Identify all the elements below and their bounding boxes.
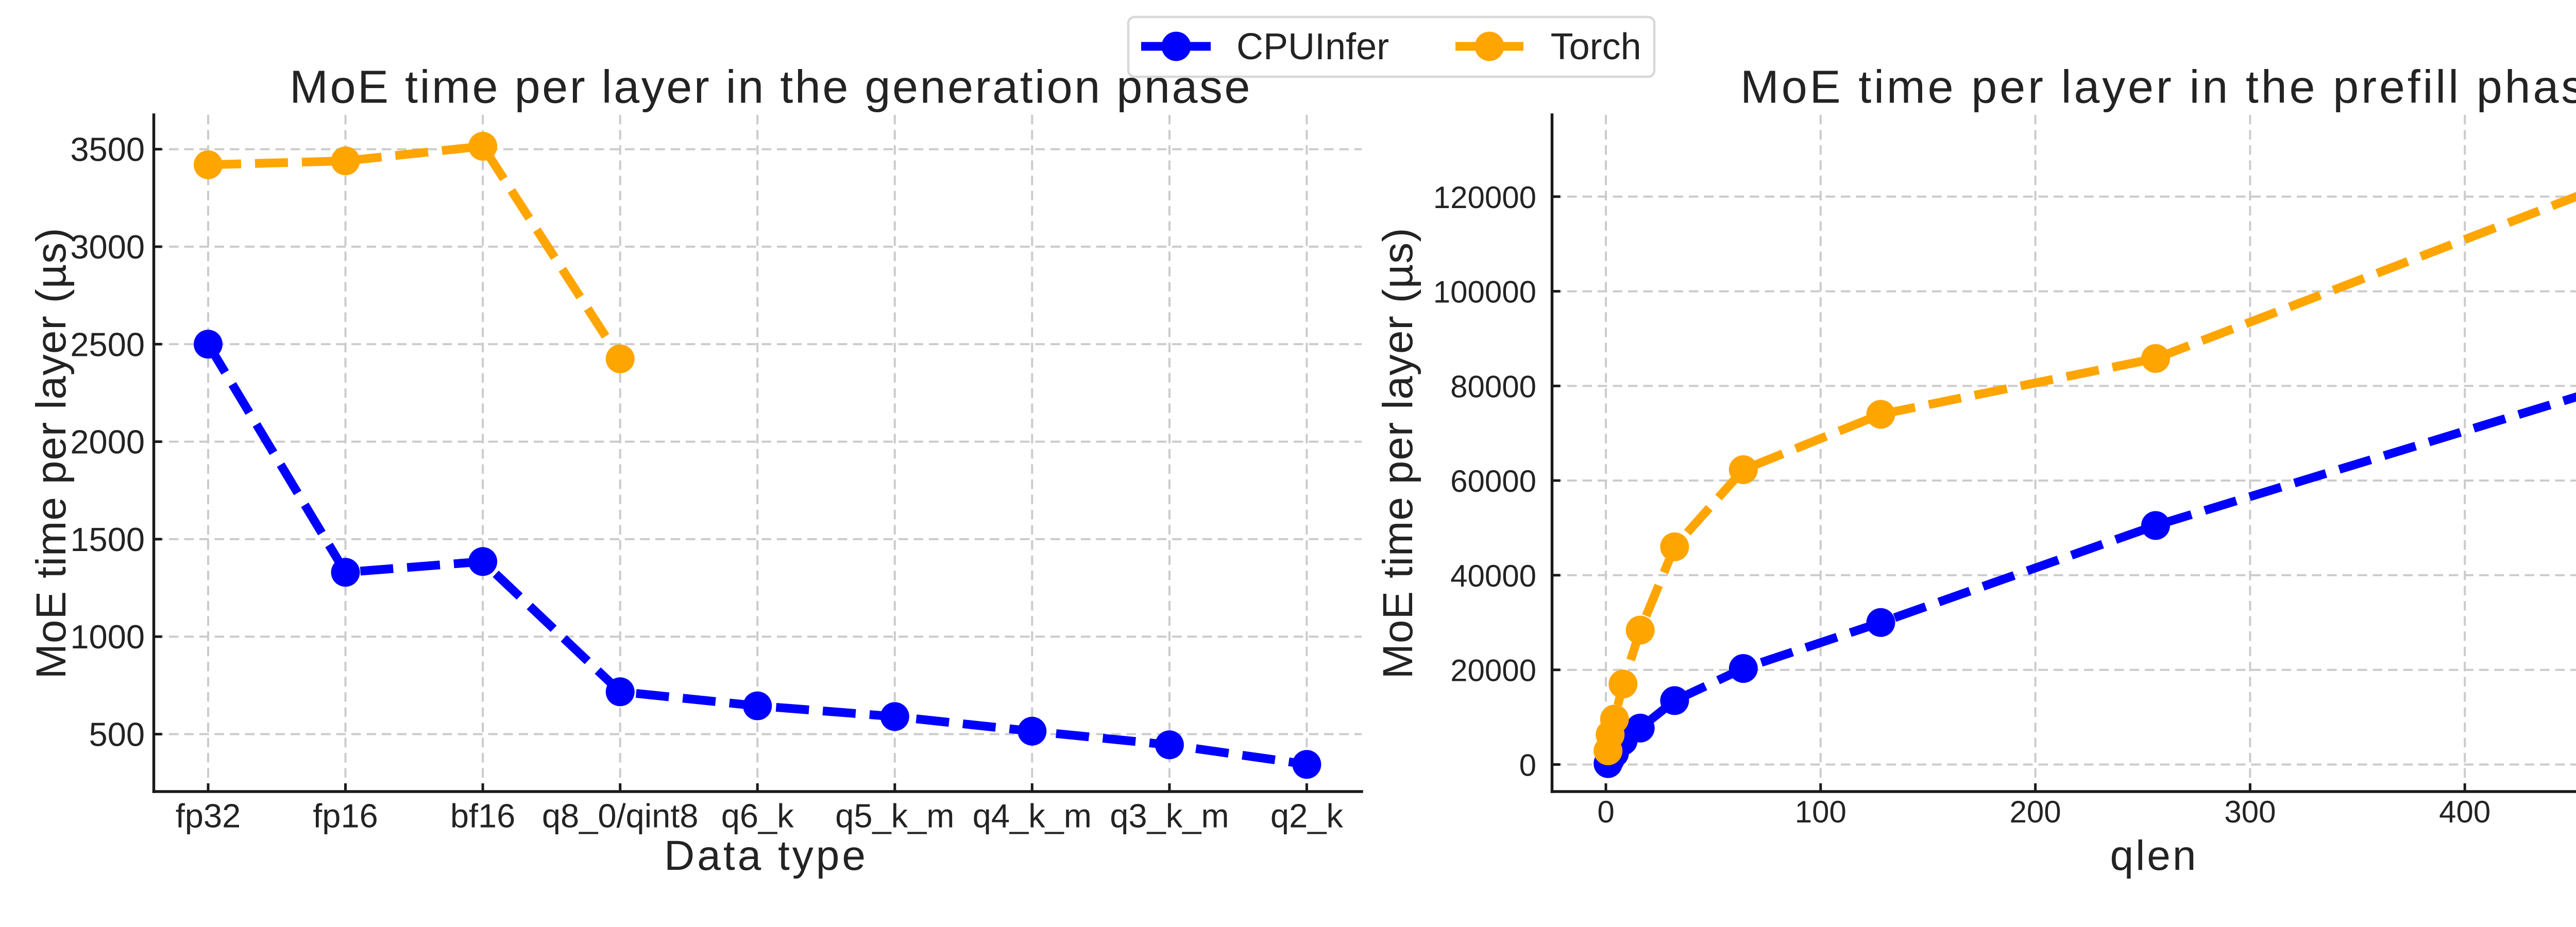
svg-text:q5_k_m: q5_k_m bbox=[835, 797, 954, 835]
svg-text:Torch: Torch bbox=[1551, 26, 1641, 67]
svg-text:qlen: qlen bbox=[2110, 832, 2198, 879]
svg-text:0: 0 bbox=[1519, 748, 1536, 783]
svg-text:q3_k_m: q3_k_m bbox=[1110, 797, 1229, 835]
svg-text:100: 100 bbox=[1795, 795, 1846, 829]
svg-text:MoE time per layer in the gene: MoE time per layer in the generation pha… bbox=[290, 62, 1252, 113]
svg-text:20000: 20000 bbox=[1450, 654, 1536, 688]
svg-text:300: 300 bbox=[2224, 795, 2276, 829]
svg-text:q8_0/qint8: q8_0/qint8 bbox=[542, 797, 699, 835]
svg-text:MoE time per layer (µs): MoE time per layer (µs) bbox=[28, 228, 75, 679]
svg-text:bf16: bf16 bbox=[450, 797, 516, 835]
svg-text:Data type: Data type bbox=[664, 832, 868, 879]
svg-text:3500: 3500 bbox=[70, 131, 145, 168]
svg-text:2000: 2000 bbox=[70, 423, 145, 461]
svg-text:MoE time per layer (µs): MoE time per layer (µs) bbox=[1375, 228, 1421, 679]
svg-text:100000: 100000 bbox=[1433, 275, 1536, 310]
svg-text:40000: 40000 bbox=[1450, 559, 1536, 593]
svg-text:2500: 2500 bbox=[70, 325, 145, 363]
svg-text:80000: 80000 bbox=[1450, 369, 1536, 404]
svg-text:200: 200 bbox=[2010, 795, 2061, 829]
svg-text:500: 500 bbox=[89, 716, 145, 753]
svg-text:CPUInfer: CPUInfer bbox=[1236, 26, 1389, 67]
svg-text:MoE time per layer in the pref: MoE time per layer in the prefill phase bbox=[1740, 62, 2576, 113]
svg-text:q2_k: q2_k bbox=[1270, 797, 1343, 835]
svg-text:60000: 60000 bbox=[1450, 464, 1536, 499]
svg-text:fp16: fp16 bbox=[313, 797, 378, 835]
svg-text:q4_k_m: q4_k_m bbox=[973, 797, 1092, 835]
svg-text:120000: 120000 bbox=[1433, 180, 1536, 215]
svg-text:1000: 1000 bbox=[70, 618, 145, 656]
svg-text:1500: 1500 bbox=[70, 521, 145, 558]
svg-text:3000: 3000 bbox=[70, 228, 145, 266]
svg-text:q6_k: q6_k bbox=[721, 797, 794, 835]
svg-text:400: 400 bbox=[2439, 795, 2490, 829]
svg-text:fp32: fp32 bbox=[176, 797, 241, 835]
svg-text:0: 0 bbox=[1597, 795, 1614, 829]
